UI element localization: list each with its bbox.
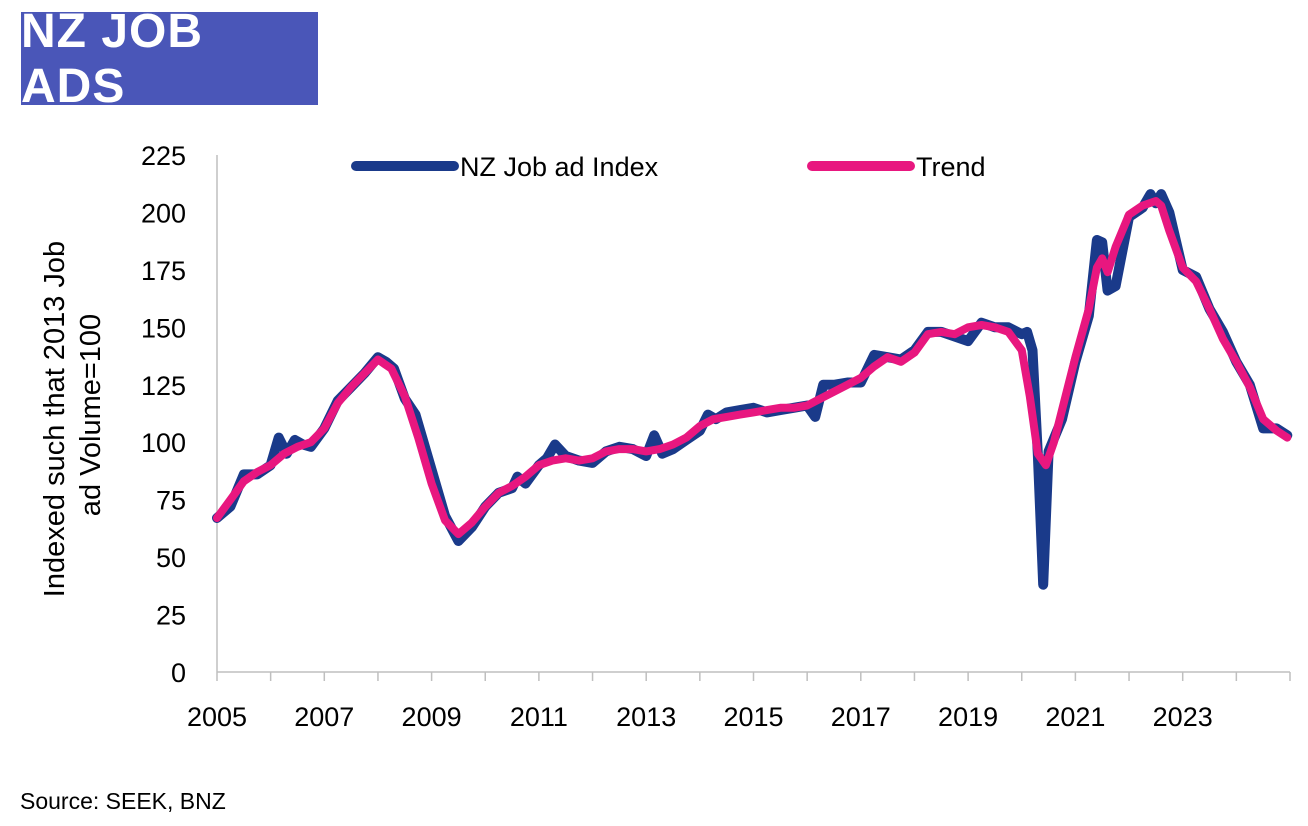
x-tick-label: 2019 — [938, 702, 998, 732]
y-tick-label: 225 — [141, 141, 186, 171]
x-tick-label: 2017 — [831, 702, 891, 732]
x-tick-label: 2011 — [510, 702, 568, 732]
chart-title: NZ JOB ADS — [21, 4, 204, 113]
series-line-trend — [213, 197, 1292, 539]
x-tick-label: 2013 — [616, 702, 676, 732]
y-tick-label: 125 — [141, 371, 186, 401]
legend-label: Trend — [916, 152, 986, 182]
title-box: NZ JOB ADS — [21, 5, 318, 113]
source-note: Source: SEEK, BNZ — [20, 788, 226, 814]
y-tick-label: 200 — [141, 198, 186, 228]
y-tick-label: 100 — [141, 428, 186, 458]
y-axis-label: Indexed such that 2013 Job ad Volume=100 — [39, 233, 107, 597]
legend-item-nz-job-ad-index: NZ Job ad Index — [351, 152, 659, 182]
x-tick-label: 2023 — [1153, 702, 1213, 732]
series-layer — [212, 189, 1293, 590]
x-tick-label: 2021 — [1045, 702, 1105, 732]
legend-item-trend: Trend — [807, 152, 986, 182]
y-tick-label: 25 — [156, 601, 186, 631]
x-tick-label: 2007 — [294, 702, 354, 732]
x-tick-label: 2015 — [723, 702, 783, 732]
y-axis-label-line-2: ad Volume=100 — [75, 314, 107, 516]
y-axis-label-line-1: Indexed such that 2013 Job — [39, 241, 71, 597]
x-tick-label: 2009 — [402, 702, 462, 732]
y-tick-label: 75 — [156, 486, 186, 516]
y-tick-label: 175 — [141, 256, 186, 286]
line-chart: 0 25 50 75 100 125 150 175 200 225 2005 2007 2009 201… — [39, 141, 1293, 732]
y-tick-label: 0 — [171, 658, 186, 688]
legend: NZ Job ad Index Trend — [351, 152, 986, 182]
series-line-nz-job-ad-index — [212, 189, 1293, 590]
legend-label: NZ Job ad Index — [460, 152, 659, 182]
x-tick-label: 2005 — [187, 702, 247, 732]
y-tick-label: 50 — [156, 543, 186, 573]
y-tick-label: 150 — [141, 313, 186, 343]
axes: 0 25 50 75 100 125 150 175 200 225 2005 2007 2009 201… — [141, 141, 1291, 732]
